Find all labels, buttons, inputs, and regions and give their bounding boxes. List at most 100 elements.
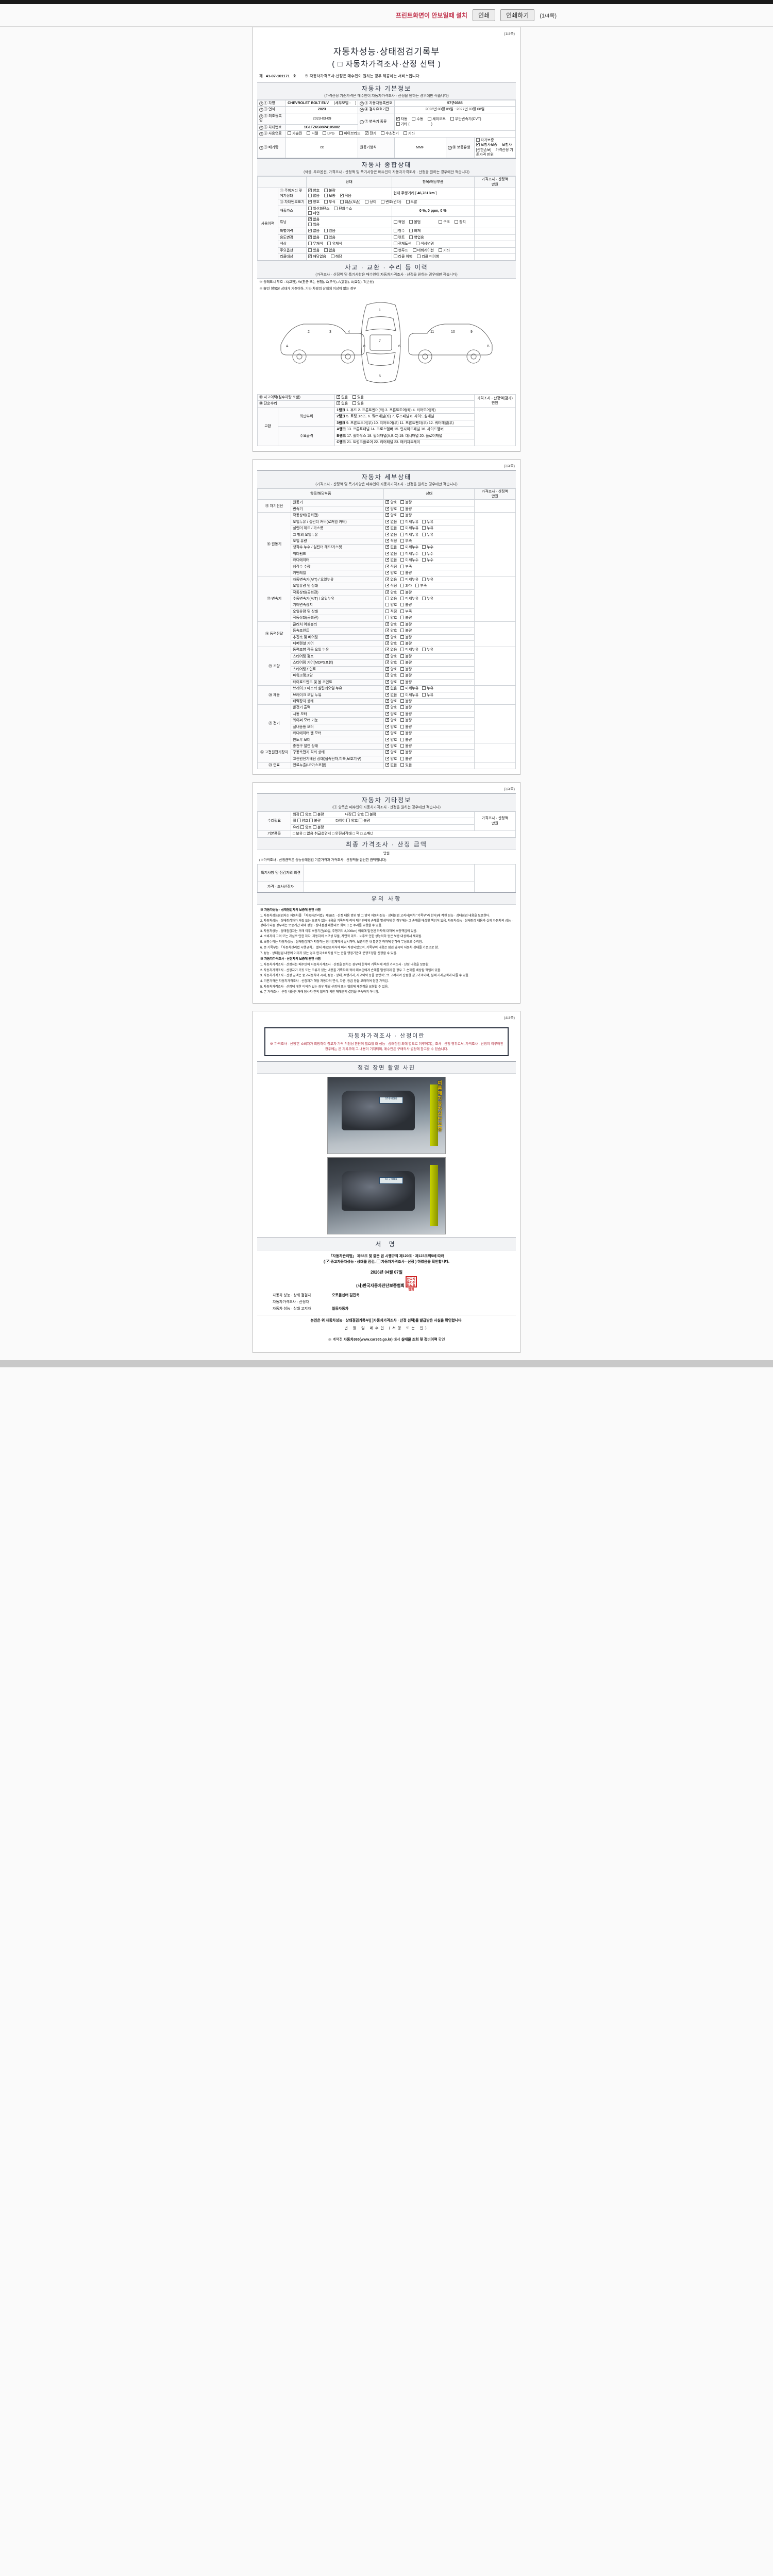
opt-fuel-electric[interactable]: 전기 <box>365 130 376 136</box>
checkbox[interactable] <box>385 762 390 767</box>
checkbox[interactable] <box>400 506 405 511</box>
opt-불량[interactable]: 불량 <box>400 718 412 723</box>
opt-누유[interactable]: 누유 <box>422 577 433 582</box>
opt-option-yes[interactable]: 있음 <box>308 248 320 253</box>
opt-tuning-structure[interactable]: 구조 <box>439 220 450 225</box>
opt-미세누유[interactable]: 미세누유 <box>400 526 418 531</box>
checkbox[interactable] <box>385 672 390 677</box>
opt-vin-erased[interactable]: 도말 <box>406 200 417 205</box>
checkbox-color-change[interactable] <box>416 242 420 246</box>
checkbox[interactable] <box>385 743 390 748</box>
checkbox[interactable] <box>400 667 405 671</box>
checkbox[interactable] <box>400 731 405 735</box>
checkbox[interactable] <box>385 653 390 658</box>
checkbox[interactable] <box>400 513 405 517</box>
opt-미세누수[interactable]: 미세누수 <box>400 551 418 556</box>
opt-누유[interactable]: 누유 <box>422 519 433 524</box>
checkbox[interactable] <box>400 545 405 549</box>
opt-없음[interactable]: 없음 <box>385 525 397 531</box>
opt-mileage-few[interactable]: 적음 <box>340 193 351 198</box>
checkbox[interactable] <box>400 763 405 767</box>
checkbox[interactable] <box>400 648 405 652</box>
opt-flood[interactable]: 침수 <box>393 229 405 233</box>
opt-미세누수[interactable]: 미세누수 <box>400 558 418 563</box>
opt-불량[interactable]: 불량 <box>400 711 412 717</box>
checkbox-exterior-bad[interactable] <box>312 812 316 816</box>
checkbox[interactable] <box>415 584 419 588</box>
opt-미세누수[interactable]: 미세누수 <box>400 545 418 550</box>
opt-불량[interactable]: 불량 <box>400 673 412 678</box>
opt-hc[interactable]: 탄화수소 <box>334 206 352 211</box>
checkbox[interactable] <box>400 500 405 504</box>
opt-불량[interactable]: 불량 <box>400 622 412 627</box>
opt-누유[interactable]: 누유 <box>422 648 433 652</box>
checkbox[interactable] <box>400 724 405 728</box>
checkbox-exterior-good[interactable] <box>300 812 304 816</box>
opt-누유[interactable]: 누유 <box>422 532 433 537</box>
checkbox[interactable] <box>385 525 390 530</box>
opt-미세누유[interactable]: 미세누유 <box>400 692 418 698</box>
opt-미세누유[interactable]: 미세누유 <box>400 532 418 537</box>
opt-누유[interactable]: 누유 <box>422 526 433 531</box>
opt-적정[interactable]: 적정 <box>385 564 397 569</box>
opt-co[interactable]: 일산화탄소 <box>308 206 329 211</box>
checkbox-achromatic[interactable] <box>308 242 312 246</box>
checkbox-self-warranty[interactable] <box>476 138 480 142</box>
opt-양호[interactable]: 양호 <box>385 616 397 620</box>
opt-option-etc[interactable]: 기타 <box>438 248 450 253</box>
checkbox-mileage-good[interactable] <box>308 188 312 193</box>
checkbox-interior-good[interactable] <box>352 812 357 816</box>
opt-양호[interactable]: 양호 <box>385 737 397 742</box>
checkbox[interactable] <box>385 499 390 504</box>
opt-없음[interactable]: 없음 <box>385 544 397 550</box>
checkbox[interactable] <box>400 641 405 645</box>
checkbox[interactable] <box>422 545 426 549</box>
checkbox[interactable] <box>385 685 390 690</box>
opt-transmission-manual[interactable]: 수동 <box>412 117 423 122</box>
checkbox-usechange-none[interactable] <box>308 234 312 240</box>
checkbox[interactable] <box>385 506 390 511</box>
opt-vin-damage[interactable]: 훼손(오손) <box>340 200 360 205</box>
checkbox-vin-damage[interactable] <box>340 200 344 204</box>
opt-부족[interactable]: 부족 <box>400 609 412 614</box>
opt-mileage-good[interactable]: 양호 <box>308 188 320 193</box>
opt-smoke[interactable]: 매연 <box>308 211 320 216</box>
opt-누수[interactable]: 누수 <box>422 551 433 556</box>
opt-없음[interactable]: 없음 <box>385 532 397 537</box>
opt-양호[interactable]: 양호 <box>385 711 397 717</box>
checkbox-tuning-structure[interactable] <box>439 220 443 224</box>
opt-양호[interactable]: 양호 <box>385 659 397 665</box>
checkbox-vin-erased[interactable] <box>406 200 410 204</box>
opt-recall-notdone[interactable]: 리콜 미이행 <box>417 255 439 259</box>
opt-미세누유[interactable]: 미세누유 <box>400 577 418 582</box>
checkbox-mileage-few[interactable] <box>340 193 344 198</box>
opt-tuning-device[interactable]: 장치 <box>455 220 466 225</box>
opt-transmission-semiauto[interactable]: 세미오토 <box>428 117 446 122</box>
checkbox[interactable] <box>400 654 405 658</box>
checkbox[interactable] <box>385 704 390 709</box>
opt-양호[interactable]: 양호 <box>385 717 397 723</box>
opt-양호[interactable]: 양호 <box>385 743 397 749</box>
checkbox[interactable] <box>400 526 405 530</box>
checkbox[interactable] <box>422 692 426 697</box>
opt-vin-different[interactable]: 상이 <box>365 200 376 205</box>
checkbox-accident-yes[interactable] <box>352 395 357 399</box>
opt-불량[interactable]: 불량 <box>400 680 412 685</box>
opt-mileage-bad[interactable]: 불량 <box>324 189 335 193</box>
opt-navigation[interactable]: 네비게이션 <box>412 248 434 253</box>
opt-양호[interactable]: 양호 <box>385 666 397 672</box>
checkbox-sunroof[interactable] <box>393 248 397 252</box>
opt-tire[interactable]: 타이어 양호 불량 <box>335 819 371 823</box>
opt-양호[interactable]: 양호 <box>385 724 397 730</box>
opt-불량[interactable]: 불량 <box>400 705 412 710</box>
checkbox[interactable] <box>400 603 405 607</box>
opt-recall-na[interactable]: 해당없음 <box>308 253 326 259</box>
opt-interior[interactable]: 내장 양호 불량 <box>345 812 377 817</box>
checkbox[interactable] <box>385 512 390 517</box>
checkbox-tuning-none[interactable] <box>308 216 312 222</box>
checkbox[interactable] <box>385 717 390 722</box>
opt-recall-done[interactable]: 리콜 이행 <box>393 255 412 259</box>
opt-없음[interactable]: 없음 <box>385 762 397 768</box>
opt-special-yes[interactable]: 있음 <box>324 229 335 233</box>
opt-warranty-insurer[interactable]: 보험사보증 <box>476 142 497 147</box>
